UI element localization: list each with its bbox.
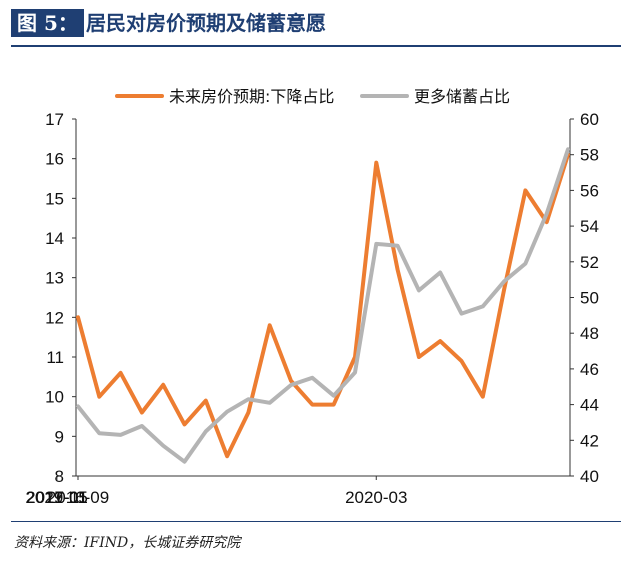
x-tick-label: 2020-03: [345, 488, 407, 507]
right-tick-label: 56: [580, 181, 599, 200]
legend-label-1: 未来房价预期:下降占比: [169, 87, 334, 106]
footer-divider: [11, 521, 621, 522]
right-tick-label: 40: [580, 467, 599, 486]
left-tick-label: 14: [45, 229, 64, 248]
figure-header: 图 5： 居民对房价预期及储蓄意愿: [0, 0, 641, 44]
x-tick-label: 2016-09: [47, 488, 109, 507]
source-note: 资料来源：IFIND，长城证券研究院: [14, 535, 241, 551]
left-tick-label: 10: [45, 388, 64, 407]
line-chart: 8 9 10 11 12 13 14 15 16 17 40 42 44 46 48 50 52 54 56 58 60…: [26, 87, 599, 507]
right-tick-label: 50: [580, 289, 599, 308]
series-line-1: [76, 152, 570, 459]
left-tick-label: 9: [55, 427, 64, 446]
right-tick-label: 54: [580, 217, 599, 236]
left-tick-label: 16: [45, 150, 64, 169]
left-tick-label: 8: [55, 467, 64, 486]
left-tick-label: 13: [45, 269, 64, 288]
right-tick-label: 42: [580, 431, 599, 450]
right-tick-label: 44: [580, 396, 599, 415]
left-tick-label: 11: [46, 348, 64, 367]
left-tick-label: 12: [45, 308, 64, 327]
right-tick-label: 58: [580, 146, 599, 165]
figure-title: 居民对房价预期及储蓄意愿: [86, 11, 326, 35]
right-tick-label: 46: [580, 360, 599, 379]
x-tick-label: 2021-05: [26, 488, 88, 507]
left-tick-label: 17: [45, 110, 64, 129]
x-tick-label: 2017-11: [26, 488, 87, 507]
left-tick-label: 15: [45, 189, 64, 208]
header-divider: [11, 45, 621, 47]
figure-number-label: 图 5：: [11, 9, 84, 37]
series-line-2: [76, 147, 570, 464]
right-tick-label: 48: [580, 324, 599, 343]
right-tick-label: 52: [580, 253, 599, 272]
right-tick-label: 60: [580, 110, 599, 129]
legend-label-2: 更多储蓄占比: [414, 87, 510, 106]
x-tick-label: 2019-01: [26, 488, 88, 507]
